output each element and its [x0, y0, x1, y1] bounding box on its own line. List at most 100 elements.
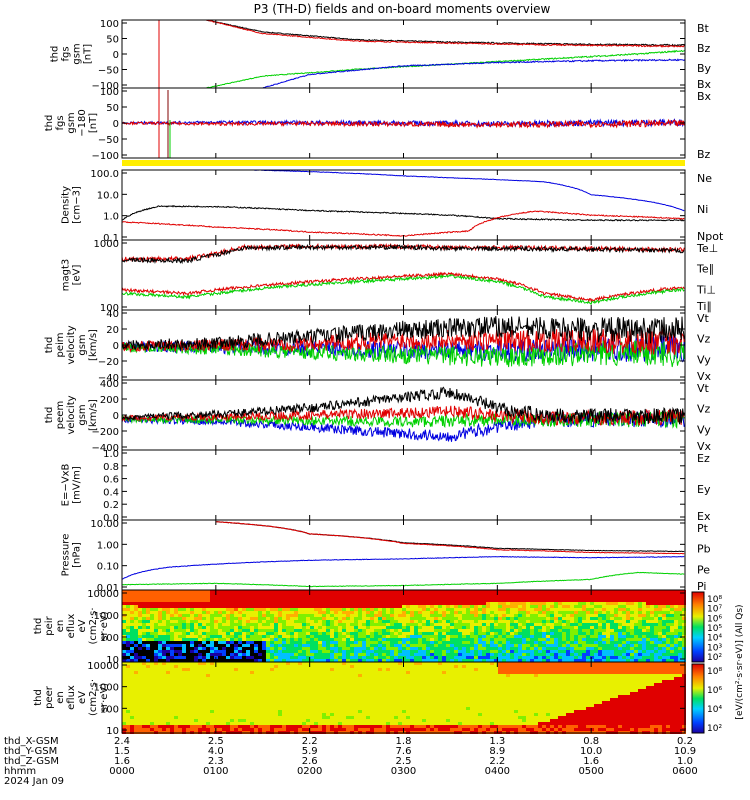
ylabel-line: Density [61, 186, 72, 224]
ytick-label: 0.8 [103, 462, 119, 473]
ylabel-line: gsm [72, 43, 83, 64]
ylabel-line: [nT] [83, 44, 94, 64]
ylabel-line: magt3 [61, 259, 72, 292]
ylabel-fgs2: thd fgs gsm −180 [nT] [44, 109, 99, 136]
ylabel-line: [km/s] [88, 329, 99, 361]
footer-value: 8.9 [489, 746, 505, 757]
colorbar-tick: 10⁵ [707, 624, 722, 634]
temp-ti∥-line [121, 273, 685, 305]
pressure-pt-line [215, 521, 685, 553]
footer-value: 0000 [109, 766, 134, 777]
footer-value: 2.2 [302, 736, 318, 747]
footer-value: 10.9 [674, 746, 696, 757]
ylabel-ionspec: thd peir en eflux eV (cm2·s· sr·eV) [33, 607, 110, 644]
ylabel-line: gsm [66, 112, 77, 133]
ylabel-line: eV [77, 619, 88, 632]
ylabel-line: thd [33, 618, 44, 635]
ylabel-line: peer [44, 685, 55, 709]
ytick-label: 0.1 [103, 233, 119, 244]
ylabel-temp: magt3 [eV] [61, 259, 83, 292]
ytick-label: 1.0 [103, 212, 119, 223]
legend-Bx: Bx [697, 90, 712, 103]
legend-Ez: Ez [697, 452, 710, 465]
colorbar-tick: 10² [707, 724, 722, 734]
ylabel-line: en [55, 691, 66, 704]
colorbar-ion [691, 591, 705, 663]
ylabel-line: −180 [77, 109, 88, 136]
footer-value: 0300 [391, 766, 416, 777]
ytick-label: 200 [100, 395, 119, 406]
ytick-label: −100 [92, 81, 119, 92]
ylabel-line: thd [33, 689, 44, 706]
ytick-label: 20 [106, 325, 119, 336]
footer-value: 4.0 [208, 746, 224, 757]
ytick-label: 10.0 [97, 190, 119, 201]
ylabel-elspec: thd peer en eflux eV (cm2·s· sr·eV) [33, 679, 110, 716]
pressure-pe-line [121, 571, 685, 588]
ytick-label: 1.00 [97, 540, 119, 551]
panel-frame-efield [121, 449, 686, 521]
ytick-label: 0 [113, 50, 119, 61]
ytick-label: 10 [106, 655, 119, 666]
ylabel-line: thd [44, 337, 55, 354]
legend-Bx: Bx [697, 78, 712, 91]
legend-Ex: Ex [697, 510, 711, 523]
ytick-label: 10000 [87, 661, 119, 672]
footer-value: 5.9 [302, 746, 318, 757]
footer-value: 0600 [672, 766, 697, 777]
fgs-bz-line [206, 19, 685, 48]
ylabel-line: en [55, 620, 66, 633]
ytick-label: 0 [113, 341, 119, 352]
footer-value: 2.3 [208, 756, 224, 767]
legend-Vt: Vt [697, 312, 710, 325]
ylabel-density: Density [cm−3] [61, 186, 83, 224]
ytick-label: 0 [113, 411, 119, 422]
colorbar-tick: 10⁴ [707, 634, 722, 644]
footer-value: 2.6 [302, 756, 318, 767]
density-npot-line [253, 169, 685, 212]
footer-value: 0400 [485, 766, 510, 777]
temp-te∥-line [121, 243, 685, 265]
legend-Vz: Vz [697, 403, 711, 416]
vi-vt-line [121, 316, 685, 351]
colorbar-tick: 10⁴ [707, 705, 722, 715]
fgs2-bz-line [121, 118, 685, 129]
ylabel-line: velocity [66, 325, 77, 364]
ylabel-line: velocity [66, 395, 77, 434]
legend-Ti⊥: Ti⊥ [696, 283, 716, 296]
footer-value: 2.5 [396, 756, 412, 767]
ytick-label: 40 [106, 309, 119, 320]
colorbar-label: [eV/(cm²·s·sr·eV)] (All Qs) [735, 604, 745, 719]
ve-vt-line [121, 386, 685, 425]
footer-value: 2.2 [489, 756, 505, 767]
ylabel-line: peir [44, 615, 55, 635]
footer-value: 1.6 [114, 756, 130, 767]
colorbar-tick: 10⁶ [707, 686, 722, 696]
ylabel-line: eflux [66, 614, 77, 639]
footer-value: 0100 [203, 766, 228, 777]
colorbar-tick: 10² [707, 653, 722, 663]
ylabel-line: eflux [66, 685, 77, 710]
ytick-label: 400 [100, 379, 119, 390]
ytick-label: 50 [106, 35, 119, 46]
footer-value: 0.2 [677, 736, 693, 747]
legend-Pe: Pe [697, 563, 710, 576]
legend-Ti∥: Ti∥ [696, 300, 712, 313]
panel-frame-pressure [121, 519, 686, 591]
ylabel-line: Pressure [61, 534, 72, 577]
ytick-label: 10.00 [90, 519, 119, 530]
ylabel-vi: thd peim velocity gsm [km/s] [44, 325, 99, 364]
footer-row-label: hhmm [4, 766, 36, 777]
ytick-label: 100.0 [90, 169, 119, 180]
density-ni-line [121, 204, 685, 222]
colorbar-electron [691, 663, 705, 734]
legend-By: By [697, 62, 712, 75]
ytick-label: 10000 [87, 589, 119, 600]
legend-Npot: Npot [697, 230, 724, 243]
ylabel-line: [cm−3] [72, 186, 83, 224]
ylabel-line: (cm2·s· [88, 607, 99, 644]
colorbar-tick: 10⁸ [707, 667, 722, 677]
legend-Ni: Ni [697, 203, 708, 216]
plot-title: P3 (TH-D) fields and on-board moments ov… [254, 2, 551, 16]
legend-Bz: Bz [697, 42, 711, 55]
